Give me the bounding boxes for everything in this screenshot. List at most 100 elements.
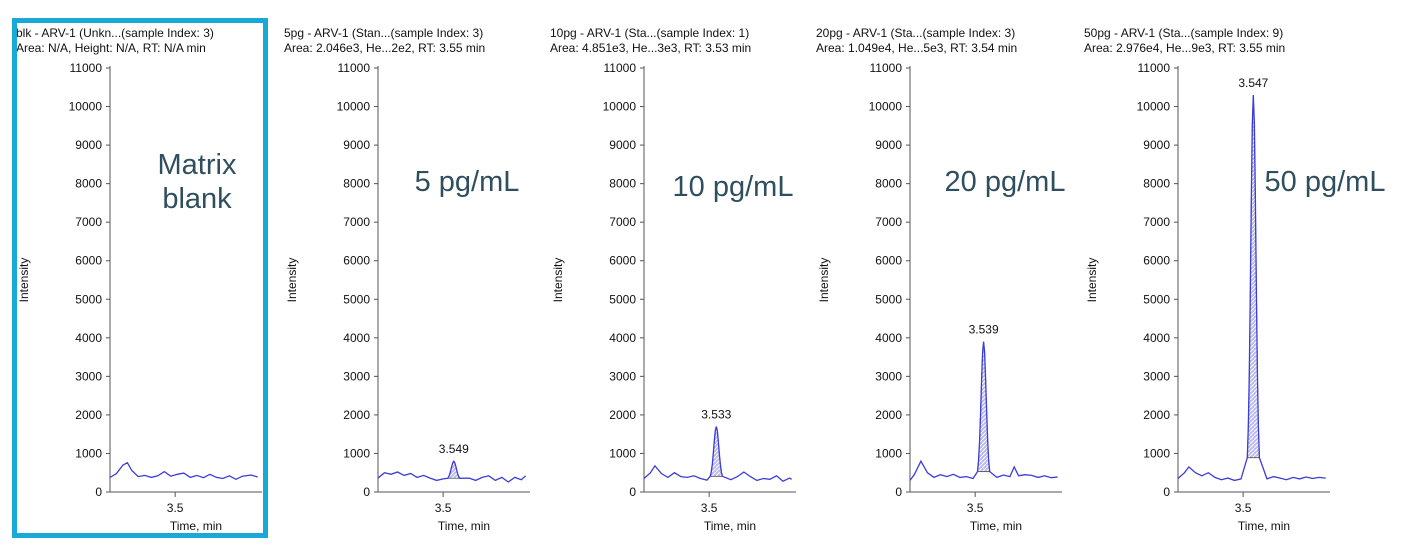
- y-tick-label: 3000: [1143, 369, 1170, 383]
- x-axis-label: Time, min: [970, 519, 1022, 533]
- chromatogram-trace: [909, 341, 1058, 481]
- y-tick-label: 7000: [75, 215, 102, 229]
- y-tick-label: 11000: [1138, 61, 1171, 75]
- y-tick-label: 0: [629, 485, 636, 499]
- y-tick-label: 5000: [609, 292, 636, 306]
- x-tick-label: 3.5: [701, 501, 718, 515]
- y-tick-label: 7000: [1143, 215, 1170, 229]
- y-tick-label: 0: [363, 485, 370, 499]
- y-tick-label: 0: [95, 485, 102, 499]
- panel-title: 5pg - ARV-1 (Stan...(sample Index: 3): [284, 26, 484, 40]
- x-axis-label: Time, min: [704, 519, 756, 533]
- y-tick-label: 1000: [1143, 446, 1170, 460]
- y-tick-label: 4000: [343, 331, 370, 345]
- chromatogram-trace: [643, 426, 793, 482]
- x-axis-label: Time, min: [438, 519, 490, 533]
- y-tick-label: 7000: [609, 215, 636, 229]
- chromatogram-panel: 5pg - ARV-1 (Stan...(sample Index: 3) Are…: [282, 0, 544, 560]
- y-tick-label: 9000: [609, 138, 636, 152]
- y-tick-label: 6000: [1143, 254, 1170, 268]
- y-axis-label: Intensity: [17, 258, 31, 303]
- y-tick-label: 10000: [869, 100, 903, 114]
- y-tick-label: 2000: [1143, 408, 1170, 422]
- y-tick-label: 7000: [875, 215, 902, 229]
- y-tick-label: 5000: [343, 292, 370, 306]
- chromatogram-panel: blk - ARV-1 (Unkn...(sample Index: 3) Are…: [14, 0, 276, 560]
- concentration-label: Matrix blank: [157, 149, 237, 215]
- y-tick-label: 3000: [875, 369, 902, 383]
- chromatogram-panel: 20pg - ARV-1 (Sta...(sample Index: 3) Are…: [814, 0, 1076, 560]
- y-tick-label: 5000: [1143, 292, 1170, 306]
- panel-title: 10pg - ARV-1 (Sta...(sample Index: 1): [550, 26, 750, 40]
- x-tick-label: 3.5: [435, 501, 452, 515]
- concentration-label: 20 pg/mL: [944, 166, 1066, 198]
- x-axis-label: Time, min: [1238, 519, 1290, 533]
- concentration-label: 10 pg/mL: [672, 171, 794, 203]
- x-tick-label: 3.5: [1235, 501, 1252, 515]
- chromatogram-panel: 50pg - ARV-1 (Sta...(sample Index: 9) Are…: [1082, 0, 1385, 560]
- concentration-label: 50 pg/mL: [1264, 166, 1386, 198]
- y-tick-label: 8000: [875, 177, 902, 191]
- y-tick-label: 0: [1163, 485, 1170, 499]
- y-tick-label: 11000: [70, 61, 103, 75]
- y-tick-label: 10000: [337, 100, 371, 114]
- y-tick-label: 1000: [75, 446, 102, 460]
- y-tick-label: 6000: [875, 254, 902, 268]
- panel-subtitle: Area: 2.046e3, He...2e2, RT: 3.55 min: [284, 41, 486, 55]
- panel-title: blk - ARV-1 (Unkn...(sample Index: 3): [16, 26, 214, 40]
- y-tick-label: 1000: [875, 446, 902, 460]
- y-tick-label: 0: [895, 485, 902, 499]
- y-tick-label: 9000: [343, 138, 370, 152]
- y-tick-label: 4000: [75, 331, 102, 345]
- chromatogram-trace: [377, 460, 527, 483]
- y-axis-label: Intensity: [1085, 258, 1099, 303]
- y-tick-label: 11000: [338, 61, 371, 75]
- peak-rt-label: 3.539: [969, 323, 999, 337]
- y-tick-label: 3000: [343, 369, 370, 383]
- panel-subtitle: Area: N/A, Height: N/A, RT: N/A min: [16, 41, 206, 55]
- y-tick-label: 2000: [343, 408, 370, 422]
- peak-rt-label: 3.549: [439, 442, 469, 456]
- y-tick-label: 8000: [343, 177, 370, 191]
- y-tick-label: 6000: [609, 254, 636, 268]
- y-axis-label: Intensity: [551, 258, 565, 303]
- y-tick-label: 5000: [75, 292, 102, 306]
- y-axis-label: Intensity: [817, 258, 831, 303]
- y-tick-label: 8000: [75, 177, 102, 191]
- panel-title: 50pg - ARV-1 (Sta...(sample Index: 9): [1084, 26, 1284, 40]
- y-tick-label: 3000: [609, 369, 636, 383]
- chromatogram-trace: [1177, 94, 1326, 482]
- x-axis-label: Time, min: [170, 519, 222, 533]
- panel-subtitle: Area: 1.049e4, He...5e3, RT: 3.54 min: [816, 41, 1018, 55]
- y-tick-label: 4000: [1143, 331, 1170, 345]
- y-tick-label: 9000: [875, 138, 902, 152]
- y-tick-label: 10000: [69, 100, 103, 114]
- y-tick-label: 2000: [609, 408, 636, 422]
- chromatogram-chart: 0 1000 2000 3000 4000 5000 6000 7000 8000 9000 100…: [817, 61, 1062, 533]
- peak-rt-label: 3.533: [701, 407, 731, 421]
- chromatogram-chart: 0 1000 2000 3000 4000 5000 6000 7000 8000 9000 100…: [551, 61, 796, 533]
- y-tick-label: 6000: [343, 254, 370, 268]
- chromatogram-chart: 0 1000 2000 3000 4000 5000 6000 7000 8000 9000 100…: [1085, 61, 1330, 533]
- y-tick-label: 10000: [603, 100, 637, 114]
- y-tick-label: 4000: [609, 331, 636, 345]
- panel-subtitle: Area: 2.976e4, He...9e3, RT: 3.55 min: [1084, 41, 1286, 55]
- y-tick-label: 4000: [875, 331, 902, 345]
- y-tick-label: 6000: [75, 254, 102, 268]
- x-tick-label: 3.5: [167, 501, 184, 515]
- y-tick-label: 1000: [343, 446, 370, 460]
- concentration-label: 5 pg/mL: [414, 166, 520, 198]
- y-tick-label: 2000: [75, 408, 102, 422]
- y-tick-label: 2000: [875, 408, 902, 422]
- chromatogram-chart: 0 1000 2000 3000 4000 5000 6000 7000 8000 9000 100…: [17, 61, 262, 533]
- y-tick-label: 9000: [1143, 138, 1170, 152]
- panel-subtitle: Area: 4.851e3, He...3e3, RT: 3.53 min: [550, 41, 752, 55]
- chromatogram-panel: 10pg - ARV-1 (Sta...(sample Index: 1) Are…: [548, 0, 810, 560]
- y-tick-label: 8000: [1143, 177, 1170, 191]
- y-tick-label: 3000: [75, 369, 102, 383]
- y-tick-label: 1000: [609, 446, 636, 460]
- y-tick-label: 11000: [870, 61, 903, 75]
- chromatogram-trace: [109, 461, 258, 481]
- panel-title: 20pg - ARV-1 (Sta...(sample Index: 3): [816, 26, 1016, 40]
- y-tick-label: 10000: [1137, 100, 1171, 114]
